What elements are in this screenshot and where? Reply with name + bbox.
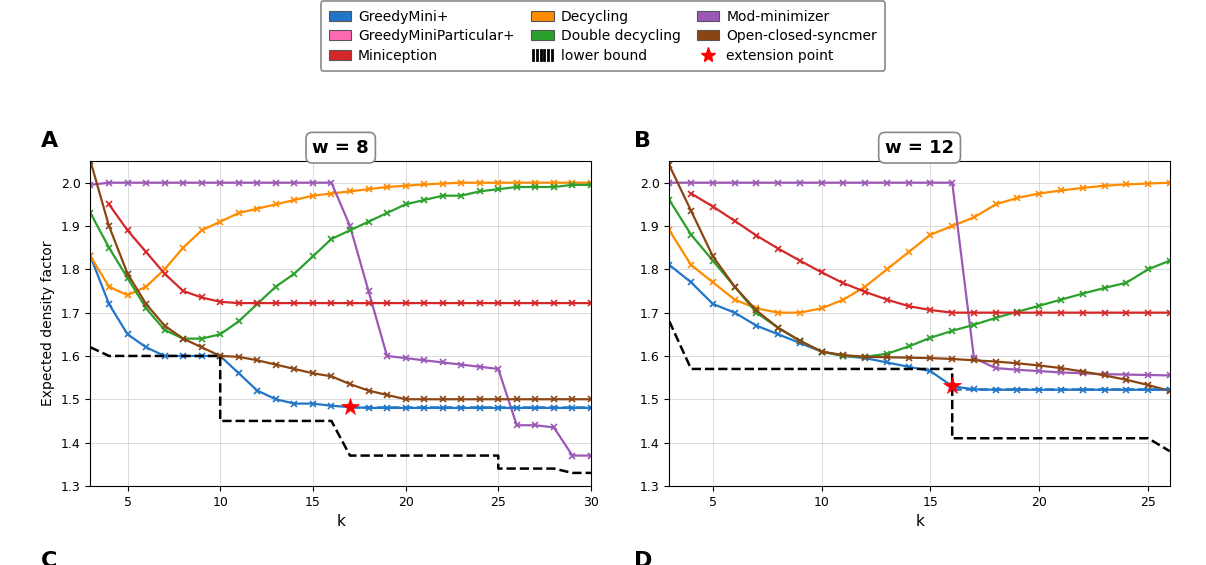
X-axis label: k: k [336, 514, 345, 529]
Text: B: B [634, 131, 651, 151]
Text: C: C [41, 551, 57, 565]
Text: A: A [41, 131, 58, 151]
Y-axis label: Expected density factor: Expected density factor [41, 241, 55, 406]
Title: w = 8: w = 8 [312, 138, 369, 157]
Title: w = 12: w = 12 [885, 138, 954, 157]
Legend: GreedyMini+, GreedyMiniParticular+, Miniception, Decycling, Double decycling, lo: GreedyMini+, GreedyMiniParticular+, Mini… [321, 1, 885, 71]
Text: D: D [634, 551, 652, 565]
X-axis label: k: k [915, 514, 924, 529]
